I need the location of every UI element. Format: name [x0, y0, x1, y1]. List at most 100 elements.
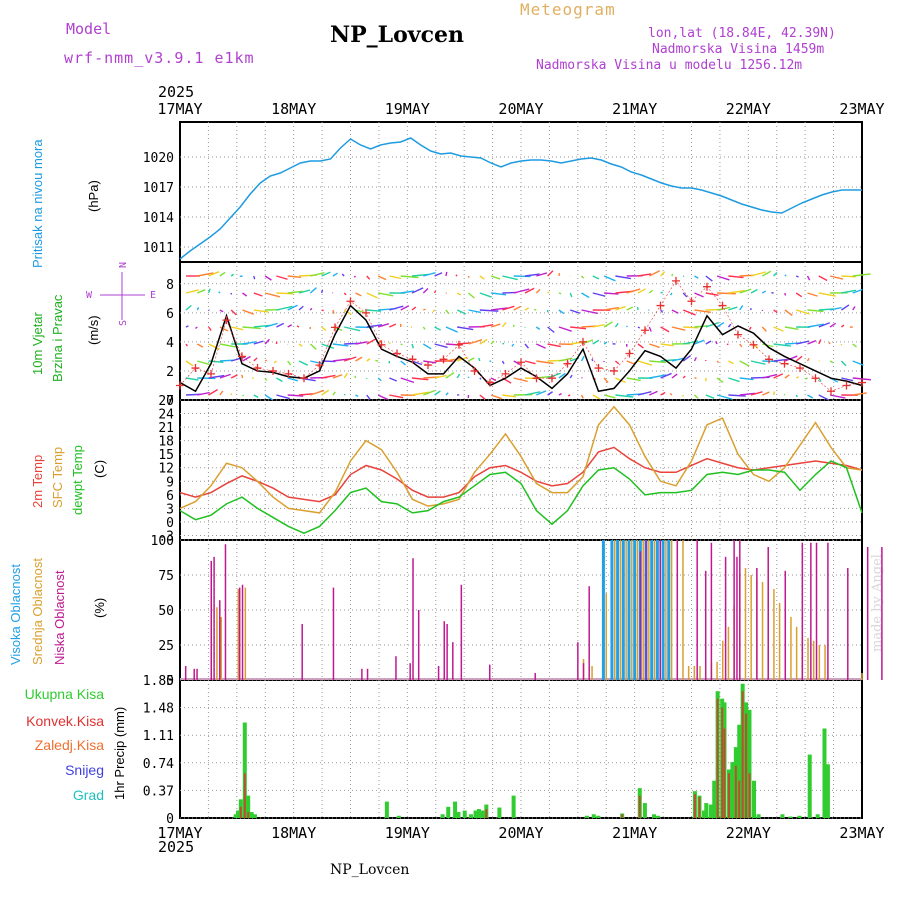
wind-barb [637, 391, 652, 396]
wind-barb [716, 275, 730, 281]
wind-gust-marker [408, 355, 417, 364]
wind-barb [411, 391, 430, 396]
wind-barb [671, 309, 679, 314]
wind-barb [783, 393, 786, 396]
wind-barb [197, 272, 214, 277]
wind-barb [264, 322, 278, 328]
wind-barb [569, 309, 581, 314]
footer-station: NP_Lovcen [330, 862, 410, 878]
wind-barb [197, 289, 206, 294]
wind-barb [490, 394, 502, 400]
wind-gust-marker [253, 364, 262, 373]
y-tick-label: 1014 [143, 211, 174, 226]
total-precip-bar [456, 812, 461, 818]
wind-barb [332, 343, 349, 347]
wind-barb [355, 341, 368, 345]
wind-barb [773, 326, 784, 332]
wind-barb [591, 358, 594, 362]
wind-barb [219, 326, 229, 332]
wind-barb [511, 343, 515, 347]
wind-barb [728, 360, 734, 365]
wind-barb [253, 394, 259, 399]
wind-barb [185, 377, 199, 381]
wind-barb [784, 309, 793, 316]
wind-barb [196, 343, 204, 348]
wind-barb [694, 339, 705, 345]
wind-barb [748, 326, 752, 330]
wind-gust-marker [470, 366, 479, 375]
wind-barb [569, 292, 573, 298]
conv-precip-bar [741, 691, 744, 818]
wind-barb [693, 357, 697, 362]
wind-barb [536, 360, 554, 365]
wind-gust-marker [563, 359, 572, 368]
wind-barb [818, 322, 830, 328]
wind-barb [423, 360, 437, 364]
wind-barb [683, 326, 699, 329]
wind-barb [660, 391, 666, 396]
wind-barb [682, 292, 688, 298]
wind-gust-marker [315, 361, 324, 370]
conv-precip-bar [721, 707, 724, 818]
wind-barb [592, 323, 605, 328]
total-precip-bar [797, 815, 802, 818]
wind-barb [728, 306, 738, 311]
wind-barb [592, 339, 600, 345]
total-precip-bar [511, 795, 516, 818]
wind-barb [772, 391, 776, 396]
wind-barb [343, 292, 347, 296]
date-tick-bottom: 23MAY [839, 824, 884, 842]
wind-barb [807, 292, 818, 297]
wind-barb [660, 291, 663, 294]
wind-barb [253, 357, 258, 362]
wind-barb [377, 292, 394, 297]
wind-barb [400, 343, 403, 346]
temp-dewpt-line [179, 460, 863, 535]
wind-barb [298, 393, 314, 396]
wind-barb [253, 275, 256, 280]
wind-barb [533, 308, 537, 311]
wind-barb [762, 391, 770, 396]
wind-barb [366, 358, 371, 362]
wind-barb [660, 309, 664, 313]
model-elevation-label: Nadmorska Visina u modelu 1256.12m [536, 58, 803, 73]
wind-barb [501, 321, 507, 328]
wind-barb [716, 306, 731, 311]
total-precip-bar [747, 709, 752, 818]
wind-barb [242, 341, 257, 345]
total-precip-bar [246, 795, 251, 818]
wind-barb [276, 394, 290, 400]
precip-axis-label: 1hr Precip (mm) [112, 707, 127, 800]
wind-barb [807, 394, 814, 399]
wind-barb [344, 326, 361, 332]
wind-barb [773, 309, 778, 314]
wind-speed-line [179, 304, 863, 393]
wind-barb [841, 304, 850, 311]
total-precip-group [233, 683, 830, 818]
wind-barb [558, 372, 566, 379]
wind-barb [614, 360, 620, 365]
wind-barb [818, 339, 822, 345]
date-tick-top: 18MAY [271, 100, 316, 118]
y-tick-label: 8 [166, 278, 174, 293]
wind-barb [750, 271, 767, 277]
wind-barb [400, 290, 415, 294]
wind-barb [795, 292, 803, 298]
wind-barb [219, 390, 224, 396]
wind-barb [273, 360, 277, 364]
wind-barb [637, 343, 644, 349]
wind-barb [445, 309, 450, 315]
wind-barb [343, 393, 346, 396]
wind-barb [558, 292, 562, 295]
wind-barb [445, 357, 462, 362]
wind-barb [434, 374, 447, 379]
wind-barb [197, 360, 210, 366]
y-tick-label: 6 [166, 307, 174, 322]
wind-barb [806, 357, 810, 362]
conv-precip-group [239, 691, 751, 818]
wind-barb [536, 343, 546, 349]
low-cloud-bar-group [184, 540, 883, 680]
wind-barb [208, 343, 220, 350]
date-tick-top: 21MAY [612, 100, 657, 118]
